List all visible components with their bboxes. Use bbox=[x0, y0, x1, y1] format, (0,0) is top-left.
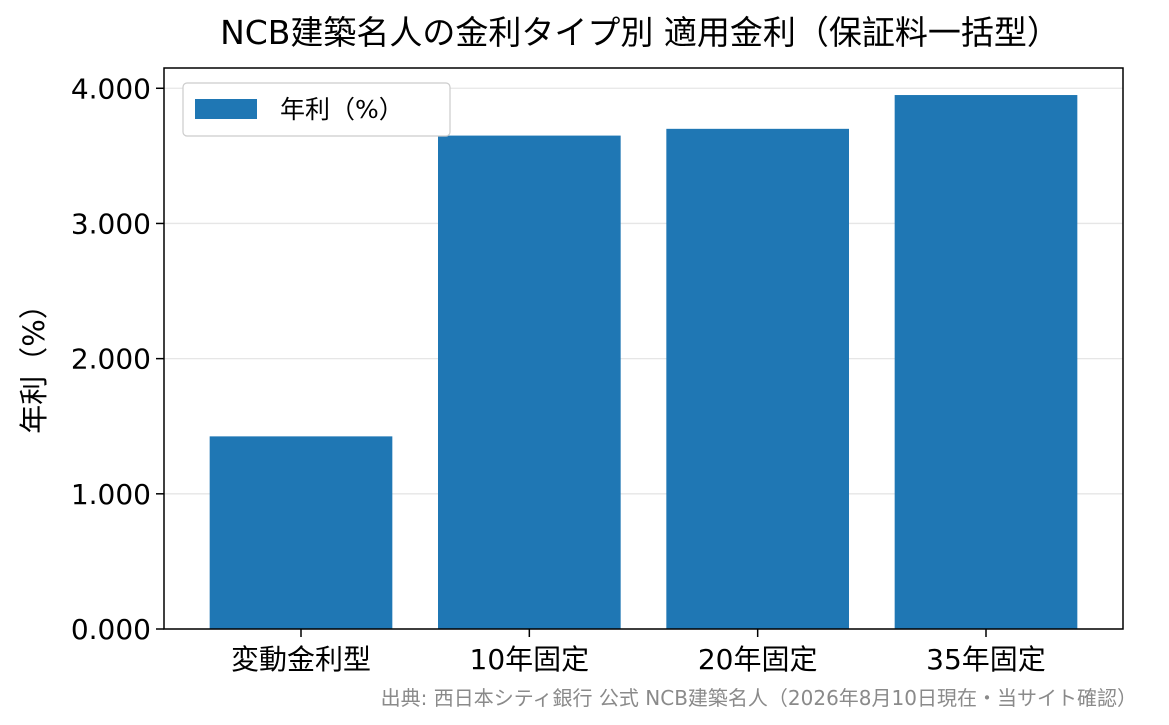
y-tick-label: 4.000 bbox=[71, 72, 151, 105]
source-note: 出典: 西日本シティ銀行 公式 NCB建築名人（2026年8月10日現在・当サイ… bbox=[381, 686, 1137, 710]
legend-box bbox=[182, 82, 451, 137]
y-tick-label: 2.000 bbox=[71, 343, 151, 376]
x-axis-ticks: 変動金利型 10年固定 20年固定 35年固定 bbox=[231, 629, 1046, 676]
legend-swatch bbox=[195, 99, 257, 119]
plot-frame bbox=[163, 67, 1124, 630]
y-axis-label: 年利（%） bbox=[17, 290, 51, 434]
x-tick-label: 20年固定 bbox=[698, 643, 818, 676]
bars bbox=[209, 95, 1078, 630]
x-tick-label: 10年固定 bbox=[470, 643, 590, 676]
bar-2 bbox=[438, 135, 621, 629]
x-tick-label: 変動金利型 bbox=[231, 643, 371, 676]
y-tick-label: 0.000 bbox=[71, 613, 151, 646]
bar-3 bbox=[666, 128, 849, 629]
x-tick-label: 35年固定 bbox=[926, 643, 1046, 676]
legend: 年利（%） bbox=[182, 82, 451, 137]
bar-4 bbox=[894, 95, 1078, 630]
y-axis-ticks: 0.000 1.000 2.000 3.000 4.000 bbox=[71, 72, 164, 646]
bar-1 bbox=[209, 436, 393, 629]
y-tick-label: 1.000 bbox=[71, 478, 151, 511]
legend-label: 年利（%） bbox=[280, 95, 404, 124]
y-tick-label: 3.000 bbox=[71, 207, 151, 240]
chart-title: NCB建築名人の金利タイプ別 適用金利（保証料一括型） bbox=[220, 13, 1060, 52]
